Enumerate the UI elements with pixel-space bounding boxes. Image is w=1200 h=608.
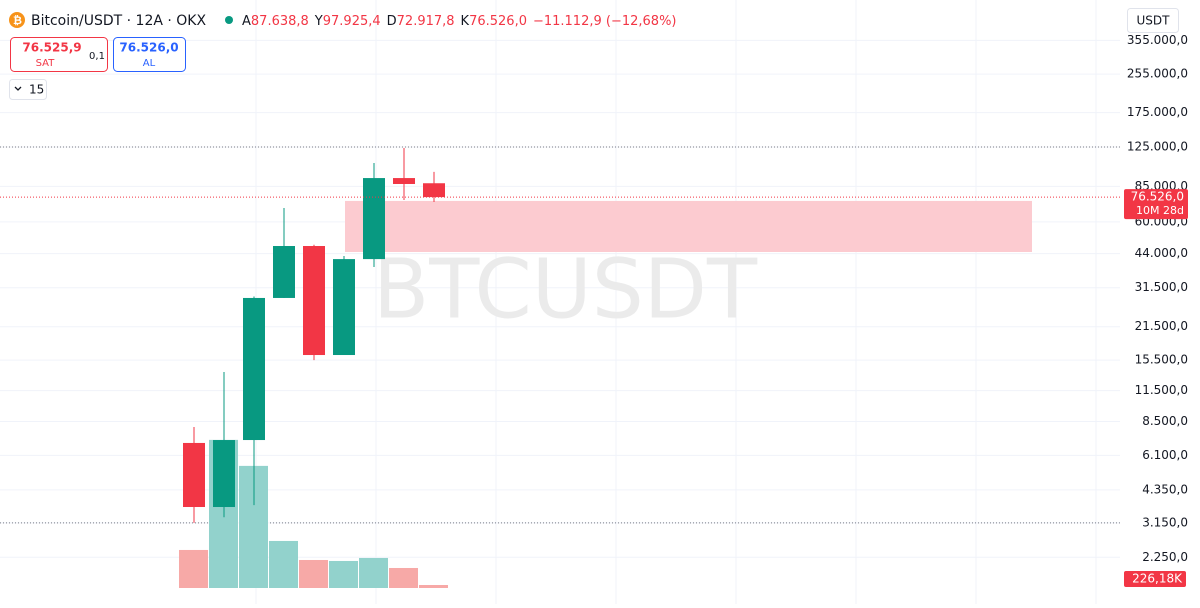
currency-button[interactable] — [1127, 8, 1179, 33]
watermark: BTCUSDT — [373, 242, 758, 337]
candle-body — [213, 440, 235, 508]
y-tick-label: 3.150,0 — [1142, 515, 1188, 529]
y-tick-label: 255.000,0 — [1127, 67, 1188, 81]
y-tick-label: 21.500,0 — [1135, 319, 1188, 333]
sell-price[interactable]: 76.525,9 — [22, 41, 81, 55]
candle-body — [243, 297, 265, 441]
ohlc-key: D — [387, 14, 397, 29]
status-dot — [225, 16, 233, 24]
symbol: Bitcoin/USDT · 12A · OKX — [31, 13, 206, 29]
ohlc-key: A — [242, 14, 251, 29]
ohlc-value: 87.638,8 — [251, 14, 309, 29]
y-tick-label: 11.500,0 — [1135, 383, 1188, 397]
y-tick-label: 175.000,0 — [1127, 105, 1188, 119]
y-tick-label: 15.500,0 — [1135, 353, 1188, 367]
candle-body — [333, 259, 355, 356]
header: Bitcoin/USDT · 12A · OKX — [31, 13, 206, 29]
volume-bar — [299, 559, 328, 588]
candle-body — [303, 246, 325, 356]
volume-label: 226,18K — [1132, 572, 1183, 586]
candle-body — [273, 246, 295, 298]
y-tick-label: 4.350,0 — [1142, 482, 1188, 496]
plot — [0, 146, 1120, 588]
volume-bar — [179, 549, 208, 588]
countdown: 10M 28d — [1136, 204, 1184, 217]
sell-button[interactable] — [10, 37, 108, 72]
candle-body — [183, 442, 205, 508]
y-tick-label: 125.000,0 — [1127, 139, 1188, 153]
y-tick-label: 2.250,0 — [1142, 550, 1188, 564]
axis-labels: 355.000,0255.000,0175.000,0125.000,085.0… — [1127, 33, 1188, 564]
grid — [0, 0, 1120, 604]
chevron — [14, 86, 22, 91]
buy-price[interactable]: 76.526,0 — [119, 41, 178, 55]
buy-button[interactable] — [113, 37, 186, 72]
volume-bar — [419, 584, 448, 588]
coin-glyph: ₿ — [13, 14, 22, 27]
volume-bar — [269, 540, 298, 588]
ohlc-value: 72.917,8 — [397, 14, 455, 29]
change: −11.112,9 (−12,68%) — [533, 14, 677, 29]
spread: 0,1 — [89, 51, 105, 62]
volume-bar — [389, 567, 418, 588]
ohlc-legend: A87.638,8 Y97.925,4 D72.917,8 K76.526,0 −11.… — [242, 14, 677, 29]
candle-body — [363, 178, 385, 260]
sell-label[interactable]: SAT — [36, 58, 56, 69]
volume-bar — [329, 560, 358, 588]
ohlc-key: Y — [314, 14, 323, 29]
candle-body — [393, 178, 415, 184]
zone — [345, 200, 1032, 252]
y-tick-label: 8.500,0 — [1142, 414, 1188, 428]
ohlc-value: 76.526,0 — [469, 14, 527, 29]
ohlc-value: 97.925,4 — [323, 14, 381, 29]
y-tick-label: 355.000,0 — [1127, 33, 1188, 47]
coin-icon — [9, 12, 25, 28]
interval[interactable]: 15 — [29, 83, 44, 97]
buy-label[interactable]: AL — [143, 58, 156, 69]
price-axis — [1120, 0, 1200, 604]
y-tick-label: 6.100,0 — [1142, 448, 1188, 462]
last-price-label: 76.526,0 — [1131, 190, 1184, 204]
candle-body — [423, 183, 445, 198]
last-price-tag — [1124, 189, 1188, 220]
interval-button[interactable] — [9, 79, 47, 100]
currency[interactable]: USDT — [1137, 14, 1171, 28]
y-tick-label: 44.000,0 — [1135, 246, 1188, 260]
volume-tag — [1124, 571, 1186, 587]
ohlc-key: K — [461, 14, 470, 29]
y-tick-label: 31.500,0 — [1135, 280, 1188, 294]
volume-bar — [359, 557, 388, 588]
